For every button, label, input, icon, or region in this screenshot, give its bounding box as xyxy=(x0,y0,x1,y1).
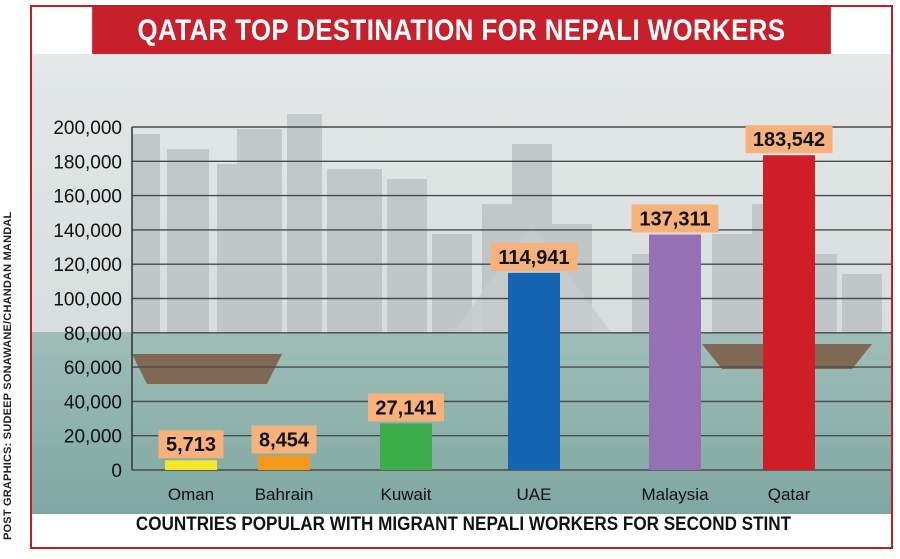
y-tick-label: 40,000 xyxy=(64,392,122,413)
y-tick-label: 80,000 xyxy=(64,324,122,345)
x-tick-label: Kuwait xyxy=(380,485,431,504)
bar-bahrain xyxy=(258,455,310,470)
y-tick-label: 100,000 xyxy=(53,290,122,311)
x-tick-label: Malaysia xyxy=(641,485,709,504)
chart-subtitle: COUNTRIES POPULAR WITH MIGRANT NEPALI WO… xyxy=(135,514,792,535)
value-label: 137,311 xyxy=(639,209,710,231)
bars xyxy=(165,155,815,470)
bar-oman xyxy=(165,460,217,470)
value-labels: 5,713 8,454 27,141 114,941 137,311 183,542 xyxy=(158,125,833,459)
y-tick-label: 140,000 xyxy=(53,221,122,242)
y-tick-label: 60,000 xyxy=(64,358,122,379)
value-label-box xyxy=(368,393,444,422)
value-label: 5,713 xyxy=(166,434,216,456)
chart-title: QATAR TOP DESTINATION FOR NEPALI WORKERS xyxy=(92,7,831,54)
x-axis-labels: Oman Bahrain Kuwait UAE Malaysia Qatar xyxy=(168,485,811,504)
x-tick-label: Bahrain xyxy=(255,485,314,504)
x-tick-label: UAE xyxy=(517,485,552,504)
bar-kuwait xyxy=(380,423,432,470)
value-label-box xyxy=(251,425,317,454)
bar-uae xyxy=(508,272,560,470)
value-label-box xyxy=(745,125,833,154)
value-label-box xyxy=(490,242,578,271)
value-label: 27,141 xyxy=(375,397,436,419)
x-tick-label: Oman xyxy=(168,485,214,504)
y-tick-label: 200,000 xyxy=(53,118,122,139)
bar-chart: 0 20,000 40,000 60,000 80,000 100,000 120,000 1… xyxy=(32,54,891,514)
y-tick-label: 120,000 xyxy=(53,255,122,276)
y-tick-label: 20,000 xyxy=(64,427,122,448)
value-label-box xyxy=(158,430,224,459)
value-label: 8,454 xyxy=(259,430,310,452)
value-label: 183,542 xyxy=(753,129,825,151)
bar-malaysia xyxy=(649,234,701,470)
y-tick-label: 0 xyxy=(111,461,122,482)
value-label-box xyxy=(631,204,719,233)
bar-qatar xyxy=(763,155,815,470)
graphics-credit: POST GRAPHICS: SUDEEP SONAWANE/CHANDAN M… xyxy=(2,211,14,540)
value-label: 114,941 xyxy=(498,247,569,269)
chart-frame: QATAR TOP DESTINATION FOR NEPALI WORKERS xyxy=(30,5,893,549)
y-axis-ticks: 0 20,000 40,000 60,000 80,000 100,000 120,000 1… xyxy=(53,118,122,482)
x-tick-label: Qatar xyxy=(768,485,811,504)
y-tick-label: 160,000 xyxy=(53,187,122,208)
y-tick-label: 180,000 xyxy=(53,152,122,173)
